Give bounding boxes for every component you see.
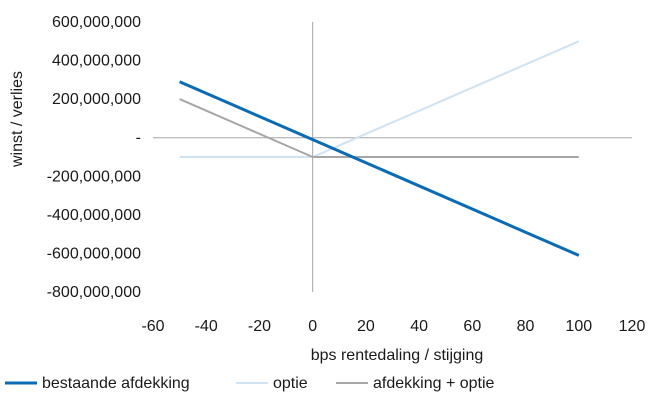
y-tick-label: -: [136, 130, 141, 147]
series-line-2: [179, 40, 580, 158]
legend-label: afdekking + optie: [373, 375, 495, 392]
x-tick-label: 100: [565, 318, 592, 335]
legend-label: optie: [273, 375, 308, 392]
x-axis-label: bps rentedaling / stijging: [311, 347, 484, 364]
x-tick-label: -40: [195, 318, 218, 335]
x-tick-label: 40: [410, 318, 428, 335]
legend: bestaande afdekking optie afdekking + opti…: [5, 375, 495, 392]
y-tick-labels: 600,000,000 400,000,000 200,000,000 - -200,0…: [47, 14, 141, 301]
x-tick-label: 0: [308, 318, 317, 335]
y-tick-label: -800,000,000: [47, 284, 141, 301]
x-tick-label: 20: [357, 318, 375, 335]
x-tick-label: 80: [517, 318, 535, 335]
x-tick-label: -20: [248, 318, 271, 335]
x-tick-label: 120: [619, 318, 646, 335]
x-tick-labels: -60 -40 -20 0 20 40 60 80 100 120: [141, 318, 645, 335]
y-axis-label: winst / verlies: [9, 71, 26, 168]
y-tick-label: 600,000,000: [52, 14, 141, 31]
x-tick-label: -60: [141, 318, 164, 335]
series-lines: [179, 40, 580, 257]
y-tick-label: -400,000,000: [47, 207, 141, 224]
y-tick-label: -200,000,000: [47, 168, 141, 185]
y-tick-label: 400,000,000: [52, 53, 141, 70]
series-line-1: [179, 80, 580, 257]
x-tick-label: 60: [463, 318, 481, 335]
series-line-3: [179, 98, 579, 158]
y-tick-label: -600,000,000: [47, 245, 141, 262]
legend-label: bestaande afdekking: [42, 375, 190, 392]
y-tick-label: 200,000,000: [52, 91, 141, 108]
